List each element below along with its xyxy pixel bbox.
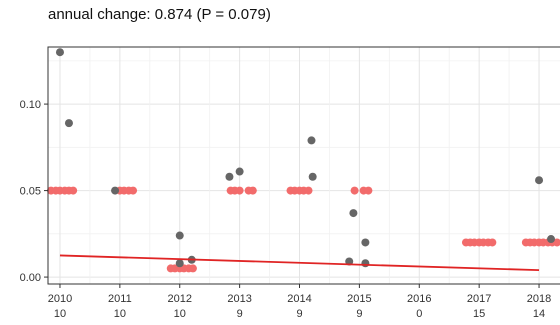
x-tick-label-count: 14	[533, 308, 545, 320]
x-tick-label-count: 9	[296, 308, 302, 320]
observed-point	[349, 209, 358, 218]
reference-point	[188, 264, 197, 273]
observed-point	[361, 238, 370, 247]
observed-point	[361, 259, 370, 268]
x-tick-label-count: 10	[174, 308, 186, 320]
reference-point	[304, 186, 313, 195]
observed-point	[225, 172, 234, 181]
observed-point	[547, 235, 556, 244]
observed-point	[308, 172, 317, 181]
observed-point	[535, 176, 544, 185]
x-tick-label-count: 10	[114, 308, 126, 320]
reference-point	[248, 186, 257, 195]
reference-point	[235, 186, 244, 195]
reference-point	[488, 238, 497, 247]
observed-point	[175, 259, 184, 268]
x-tick-label-year: 2011	[108, 293, 132, 305]
x-tick-label-year: 2018	[527, 293, 551, 305]
observed-point	[235, 167, 244, 176]
observed-point	[175, 231, 184, 240]
x-tick-label-year: 2013	[227, 293, 251, 305]
x-tick-label-year: 2014	[287, 293, 311, 305]
observed-point	[55, 48, 64, 57]
x-tick-label-count: 15	[473, 308, 485, 320]
plot-panel-border	[47, 46, 560, 285]
observed-point	[111, 186, 120, 195]
reference-series	[46, 186, 560, 273]
y-tick-label: 0.10	[20, 99, 41, 111]
y-tick-label: 0.00	[20, 272, 41, 284]
x-tick-label-count: 9	[237, 308, 243, 320]
x-tick-label-count: 0	[416, 308, 422, 320]
reference-point	[364, 186, 373, 195]
x-axis: 2010 10 2011 10 2012 10 2013 9 2014 9 2015 9 2016 0 20…	[48, 284, 551, 320]
chart-title: annual change: 0.874 (P = 0.079)	[48, 6, 271, 23]
reference-point	[129, 186, 138, 195]
reference-point	[350, 186, 359, 195]
trend-line-group	[59, 254, 540, 272]
reference-point	[553, 238, 560, 247]
observed-point	[307, 136, 316, 145]
y-tick-label: 0.05	[20, 186, 41, 198]
grid	[48, 47, 560, 284]
x-tick-label-year: 2017	[467, 293, 491, 305]
x-tick-label-year: 2010	[48, 293, 72, 305]
reference-point	[69, 186, 78, 195]
y-axis: 0.00 0.05 0.10	[20, 99, 48, 284]
trend-line	[59, 254, 540, 272]
observed-point	[64, 119, 73, 128]
x-tick-label-count: 9	[356, 308, 362, 320]
x-tick-label-year: 2016	[407, 293, 431, 305]
x-tick-label-year: 2015	[347, 293, 371, 305]
x-tick-label-count: 10	[54, 308, 66, 320]
observed-series	[55, 48, 556, 268]
x-tick-label-year: 2012	[168, 293, 192, 305]
